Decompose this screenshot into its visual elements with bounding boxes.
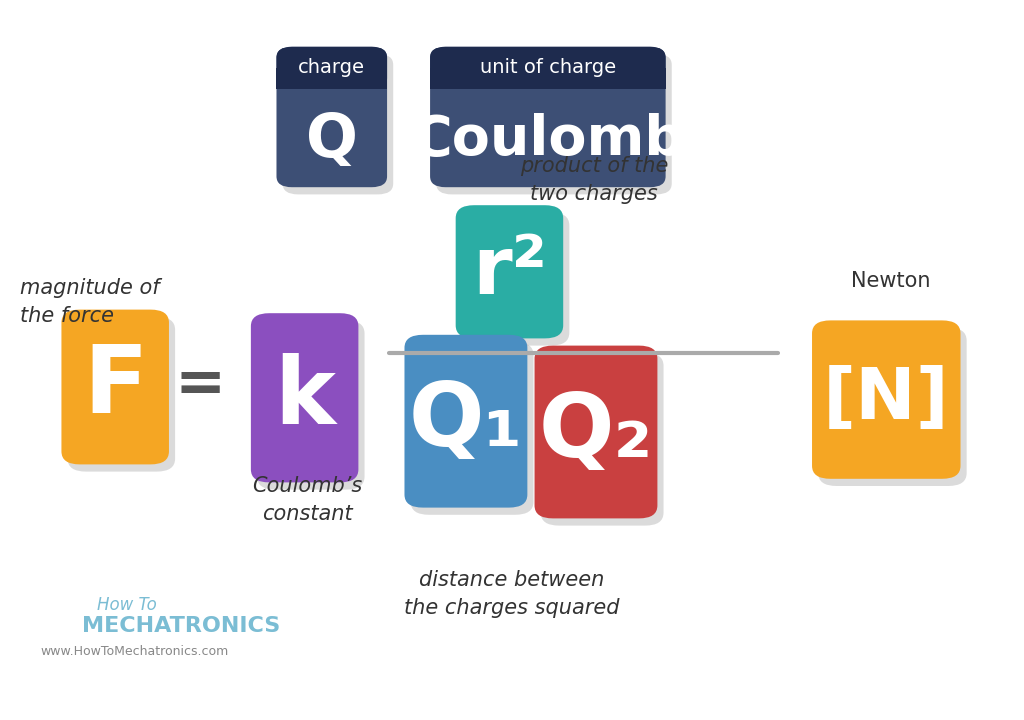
FancyBboxPatch shape — [283, 54, 393, 194]
FancyBboxPatch shape — [404, 335, 527, 508]
Text: charge: charge — [298, 58, 366, 77]
Text: How To: How To — [97, 596, 157, 613]
FancyBboxPatch shape — [430, 47, 666, 89]
Bar — [276, 68, 387, 89]
Text: Q₁: Q₁ — [409, 378, 523, 464]
Text: Coulomb’s
constant: Coulomb’s constant — [252, 477, 362, 524]
FancyBboxPatch shape — [436, 54, 672, 194]
FancyBboxPatch shape — [456, 205, 563, 338]
FancyBboxPatch shape — [276, 47, 387, 187]
Text: product of the
two charges: product of the two charges — [520, 156, 668, 204]
FancyBboxPatch shape — [68, 317, 175, 472]
Bar — [430, 68, 666, 89]
Text: www.HowToMechatronics.com: www.HowToMechatronics.com — [41, 645, 229, 658]
FancyBboxPatch shape — [276, 47, 387, 89]
Text: magnitude of
the force: magnitude of the force — [20, 279, 160, 326]
Text: r²: r² — [472, 233, 547, 311]
Text: Q: Q — [306, 111, 357, 169]
FancyBboxPatch shape — [61, 310, 169, 464]
FancyBboxPatch shape — [541, 353, 664, 526]
FancyBboxPatch shape — [535, 346, 657, 518]
FancyBboxPatch shape — [251, 313, 358, 482]
Text: k: k — [274, 353, 335, 443]
Text: [N]: [N] — [823, 365, 949, 434]
FancyBboxPatch shape — [411, 342, 534, 515]
Text: Newton: Newton — [851, 271, 931, 291]
Text: =: = — [174, 356, 225, 415]
Text: MECHATRONICS: MECHATRONICS — [82, 616, 281, 636]
Text: distance between
the charges squared: distance between the charges squared — [404, 570, 620, 618]
Text: Q₂: Q₂ — [539, 389, 653, 475]
FancyBboxPatch shape — [818, 328, 967, 486]
FancyBboxPatch shape — [462, 212, 569, 346]
FancyBboxPatch shape — [430, 47, 666, 187]
Text: unit of charge: unit of charge — [480, 58, 615, 77]
Text: F: F — [83, 341, 147, 433]
FancyBboxPatch shape — [257, 320, 365, 490]
Text: Coulomb: Coulomb — [412, 113, 684, 167]
FancyBboxPatch shape — [812, 320, 961, 479]
